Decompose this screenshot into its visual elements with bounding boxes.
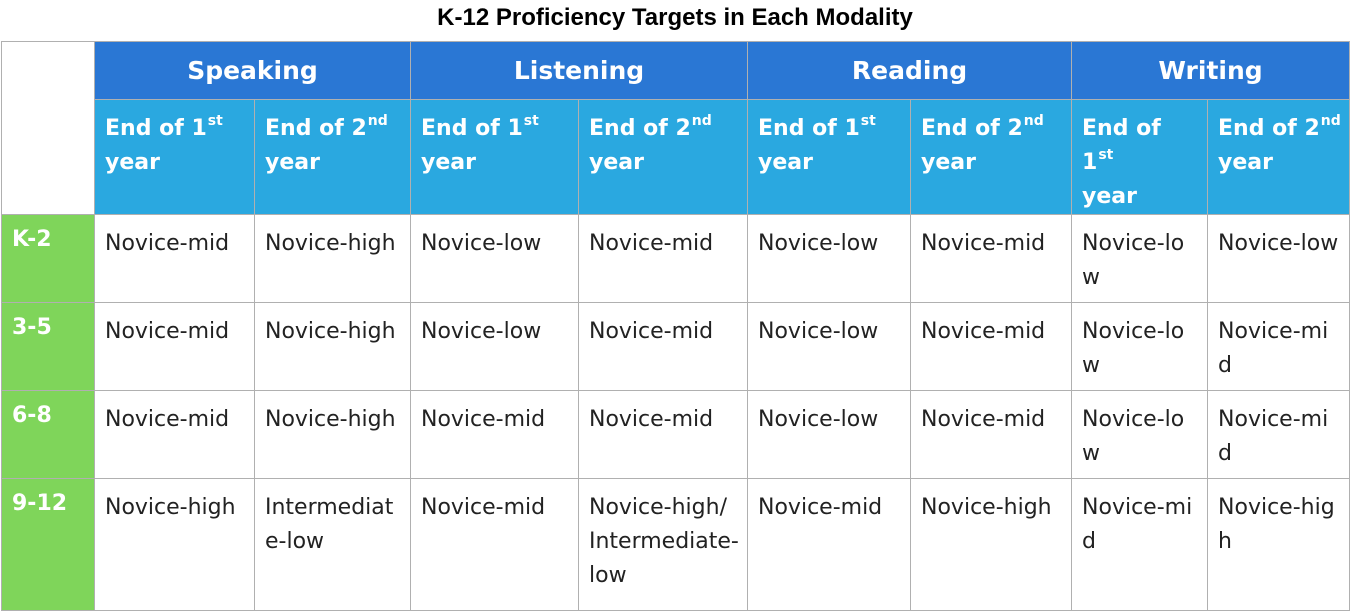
modality-reading: Reading [747, 41, 1073, 100]
ordinal-suffix: st [860, 113, 876, 129]
ordinal-suffix: nd [1320, 113, 1341, 129]
grade-label: 6-8 [1, 390, 95, 479]
ordinal-suffix: nd [367, 113, 388, 129]
year-header-year: year [758, 150, 813, 175]
table-cell: Novice-low [1207, 214, 1350, 303]
table-cell: Novice-mid [1207, 390, 1350, 479]
year-header-year: year [265, 150, 320, 175]
table-cell: Novice-mid [910, 390, 1073, 479]
year-header-prefix: End of 1 [758, 116, 860, 141]
table-cell: Novice-mid [577, 302, 749, 391]
corner-cell [1, 41, 95, 215]
year-header-prefix: End of 1 [1082, 116, 1161, 175]
table-cell: Novice-mid [577, 214, 749, 303]
page-title: K-12 Proficiency Targets in Each Modalit… [437, 4, 913, 31]
year-header-prefix: End of 2 [921, 116, 1023, 141]
year-header-first: End of 1st year [94, 99, 255, 215]
table-cell: Novice-low [1071, 214, 1209, 303]
modality-listening: Listening [409, 41, 749, 100]
year-header-prefix: End of 2 [1218, 116, 1320, 141]
proficiency-table: Speaking Listening Reading Writing End o… [1, 41, 1350, 611]
table-cell: Novice-mid [94, 214, 255, 303]
year-header-year: year [1218, 150, 1273, 175]
year-header-row: End of 1st year End of 2nd year End of 1st… [2, 99, 1350, 215]
table-cell: Novice-high [94, 478, 255, 611]
table-cell: Novice-high [254, 302, 411, 391]
table-row: 9-12 Novice-high Intermediate-low Novice-mi… [1, 478, 1350, 611]
table-cell: Novice-high [1207, 478, 1350, 611]
table-cell: Novice-low [747, 390, 912, 479]
table-cell: Novice-low [1071, 390, 1209, 479]
year-header-first: End of 1st year [410, 99, 579, 215]
table-cell: Novice-low [747, 214, 912, 303]
table-cell: Novice-mid [94, 302, 255, 391]
table-cell: Novice-mid [910, 302, 1073, 391]
grade-label: 3-5 [1, 302, 95, 391]
table-cell: Novice-low [747, 302, 912, 391]
ordinal-suffix: st [207, 113, 223, 129]
table-cell: Novice-mid [910, 214, 1073, 303]
ordinal-suffix: nd [1023, 113, 1044, 129]
ordinal-suffix: st [523, 113, 539, 129]
table-cell: Novice-mid [410, 478, 579, 611]
table-cell: Novice-low [410, 302, 579, 391]
table-row: K-2 Novice-mid Novice-high Novice-low Novice… [1, 214, 1350, 303]
table-cell: Novice-mid [1207, 302, 1350, 391]
table-cell: Novice-mid [747, 478, 912, 611]
ordinal-suffix: st [1098, 147, 1114, 163]
year-header-second: End of 2nd year [577, 99, 749, 215]
year-header-second: End of 2nd year [254, 99, 411, 215]
year-header-second: End of 2nd year [1207, 99, 1350, 215]
table-cell: Novice-high/ Intermediate-low [577, 478, 749, 611]
modality-speaking: Speaking [94, 41, 411, 100]
year-header-year: year [589, 150, 644, 175]
year-header-year: year [105, 150, 160, 175]
grade-label: K-2 [1, 214, 95, 303]
table-cell: Novice-high [910, 478, 1073, 611]
year-header-year: year [421, 150, 476, 175]
ordinal-suffix: nd [691, 113, 712, 129]
table-cell: Novice-mid [94, 390, 255, 479]
grade-label: 9-12 [1, 478, 95, 611]
table-cell: Novice-mid [1071, 478, 1209, 611]
year-header-prefix: End of 2 [265, 116, 367, 141]
table-cell: Novice-mid [410, 390, 579, 479]
table-row: 3-5 Novice-mid Novice-high Novice-low Novice… [1, 302, 1350, 391]
table-cell: Novice-mid [577, 390, 749, 479]
year-header-second: End of 2nd year [910, 99, 1073, 215]
table-cell: Novice-low [410, 214, 579, 303]
year-header-year: year [921, 150, 976, 175]
year-header-year: year [1082, 184, 1137, 209]
table-cell: Novice-low [1071, 302, 1209, 391]
year-header-prefix: End of 2 [589, 116, 691, 141]
table-cell: Novice-high [254, 214, 411, 303]
year-header-prefix: End of 1 [105, 116, 207, 141]
modality-writing: Writing [1071, 41, 1350, 100]
year-header-first: End of 1st year [1071, 99, 1209, 215]
year-header-prefix: End of 1 [421, 116, 523, 141]
year-header-first: End of 1st year [747, 99, 912, 215]
modality-header-row: Speaking Listening Reading Writing [1, 41, 1350, 215]
table-cell: Intermediate-low [254, 478, 411, 611]
table-cell: Novice-high [254, 390, 411, 479]
table-row: 6-8 Novice-mid Novice-high Novice-mid Novice… [1, 390, 1350, 479]
